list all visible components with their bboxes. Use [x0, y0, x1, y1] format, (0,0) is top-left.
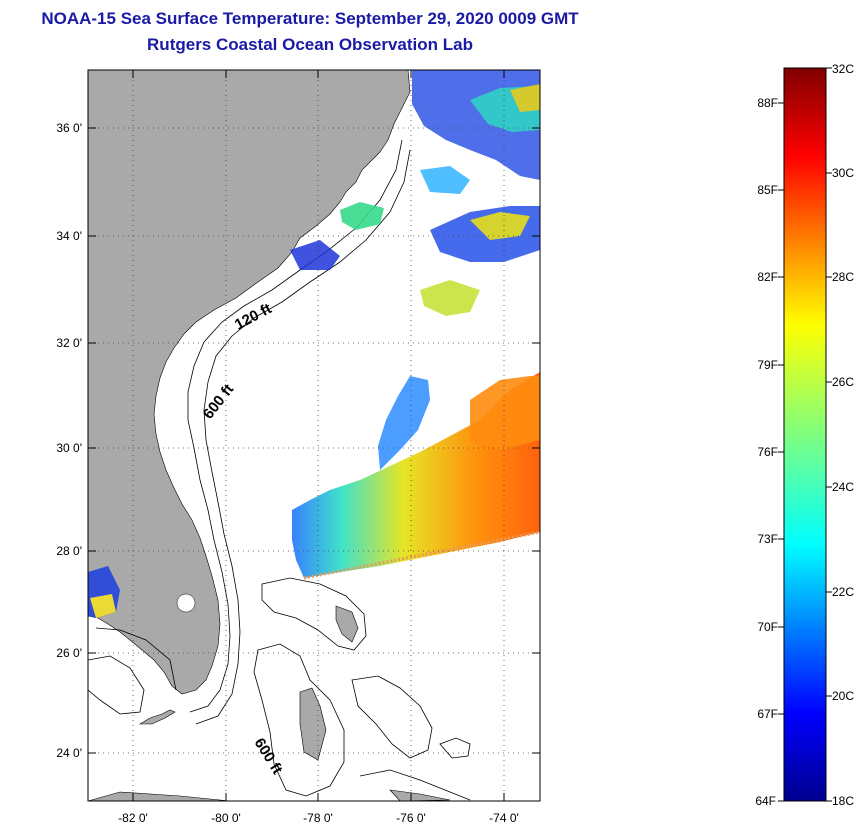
colorbar [783, 67, 827, 802]
colorbar-c-label-24: 24C [832, 480, 854, 494]
lon-label-80: -80 0' [211, 811, 241, 825]
lat-label-26: 26 0' [56, 646, 82, 660]
cuba-edge [389, 789, 451, 801]
colorbar-f-label-76: 76F [757, 445, 778, 459]
lat-label-32: 32 0' [56, 336, 82, 350]
colorbar-c-label-26: 26C [832, 375, 854, 389]
colorbar-ticks [778, 67, 832, 802]
map-title: NOAA-15 Sea Surface Temperature: Septemb… [41, 9, 579, 28]
bahamas-island-north [335, 605, 359, 643]
lat-label-28: 28 0' [56, 544, 82, 558]
colorbar-c-label-28: 28C [832, 270, 854, 284]
colorbar-f-label-64: 64F [755, 794, 776, 808]
bahamas-island-andros [299, 687, 327, 761]
cuba-west [88, 791, 231, 801]
lat-label-24: 24 0' [56, 746, 82, 760]
colorbar-f-label-67: 67F [757, 707, 778, 721]
colorbar-f-label-88: 88F [757, 96, 778, 110]
florida-keys [138, 709, 176, 725]
lat-label-36: 36 0' [56, 121, 82, 135]
colorbar-f-label-82: 82F [757, 270, 778, 284]
colorbar-f-label-70: 70F [757, 620, 778, 634]
sst-data-swath [88, 70, 540, 618]
plot-frame [87, 69, 541, 802]
lon-label-82: -82 0' [118, 811, 148, 825]
colorbar-f-label-79: 79F [757, 358, 778, 372]
lon-label-78: -78 0' [303, 811, 333, 825]
land-southeast-us [88, 70, 411, 695]
frame-ticks [88, 70, 540, 801]
map-subtitle: Rutgers Coastal Ocean Observation Lab [147, 35, 473, 54]
lat-label-34: 34 0' [56, 229, 82, 243]
lake-okeechobee [176, 593, 196, 613]
swath-edge [303, 530, 540, 580]
colorbar-c-label-22: 22C [832, 585, 854, 599]
colorbar-c-label-30: 30C [832, 166, 854, 180]
colorbar-c-label-32: 32C [832, 62, 854, 76]
colorbar-c-label-20: 20C [832, 689, 854, 703]
lon-label-76: -76 0' [396, 811, 426, 825]
colorbar-f-label-73: 73F [757, 532, 778, 546]
colorbar-c-label-18: 18C [832, 794, 854, 808]
lon-label-74: -74 0' [489, 811, 519, 825]
lat-label-30: 30 0' [56, 441, 82, 455]
colorbar-f-label-85: 85F [757, 183, 778, 197]
bathymetry-contours [88, 139, 471, 801]
graticule [88, 70, 540, 801]
